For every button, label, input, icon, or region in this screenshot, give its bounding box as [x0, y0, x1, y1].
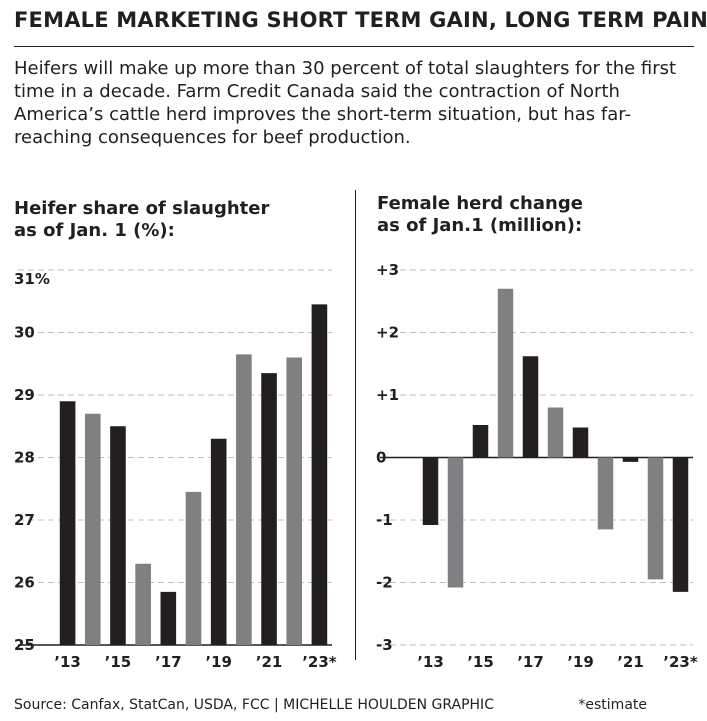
bar-2018 [185, 491, 202, 645]
x-tick-label: ’17 [155, 653, 182, 671]
bar-2016 [497, 288, 514, 458]
bar-2014 [84, 413, 101, 645]
x-tick-label: ’23* [663, 653, 698, 671]
bar-2021 [622, 457, 639, 462]
bar-2015 [472, 425, 489, 458]
chart-title-line: Heifer share of slaughter [14, 198, 269, 219]
y-tick-label: +1 [376, 386, 399, 404]
x-tick-label: ’21 [617, 653, 644, 671]
estimate-footnote: *estimate [578, 697, 647, 713]
x-tick-label: ’23* [302, 653, 337, 671]
bar-2020 [597, 457, 614, 530]
bar-2015 [110, 426, 126, 645]
bar-2022 [286, 357, 303, 645]
y-tick-label: +2 [376, 324, 399, 342]
chart-title-line: Female herd change [377, 193, 583, 214]
source-credit: Source: Canfax, StatCan, USDA, FCC | MIC… [14, 697, 494, 713]
y-tick-label: 27 [14, 511, 35, 529]
bar-2016 [135, 563, 151, 645]
y-tick-label: -1 [376, 511, 393, 529]
y-tick-label: -3 [376, 636, 393, 654]
y-tick-label: 0 [376, 449, 386, 467]
y-tick-label: 25 [14, 636, 35, 654]
headline-rule [14, 46, 694, 47]
intro-text: Heifers will make up more than 30 percen… [14, 58, 677, 148]
x-tick-label: ’19 [567, 653, 594, 671]
x-tick-label: ’13 [54, 653, 81, 671]
x-tick-label: ’17 [517, 653, 544, 671]
x-tick-label: ’13 [417, 653, 444, 671]
bar-2019 [210, 438, 227, 645]
bar-2019 [572, 427, 589, 458]
y-tick-label: +3 [376, 261, 399, 279]
y-tick-label: 26 [14, 574, 35, 592]
x-tick-label: ’15 [105, 653, 132, 671]
bar-2022 [647, 457, 664, 580]
chart-divider [355, 190, 356, 660]
bar-2023 [672, 457, 689, 592]
y-tick-label: 30 [14, 324, 35, 342]
bar-2023 [311, 304, 328, 645]
bar-2014 [447, 457, 464, 588]
bar-2013 [59, 401, 76, 645]
y-tick-label: 29 [14, 386, 35, 404]
headline: FEMALE MARKETING SHORT TERM GAIN, LONG T… [14, 8, 707, 32]
bar-2020 [236, 354, 252, 645]
x-tick-label: ’15 [467, 653, 494, 671]
chart-title-line: as of Jan. 1 (%): [14, 220, 175, 241]
bar-2013 [422, 457, 439, 525]
bar-2017 [160, 591, 177, 645]
y-tick-label: 31% [14, 270, 50, 288]
y-tick-label: 28 [14, 449, 35, 467]
bar-2017 [522, 356, 539, 458]
bar-2018 [547, 407, 564, 458]
y-tick-label: -2 [376, 574, 393, 592]
chart-title-line: as of Jan.1 (million): [377, 215, 582, 236]
x-tick-label: ’21 [256, 653, 283, 671]
x-tick-label: ’19 [205, 653, 232, 671]
bar-2021 [261, 373, 277, 645]
